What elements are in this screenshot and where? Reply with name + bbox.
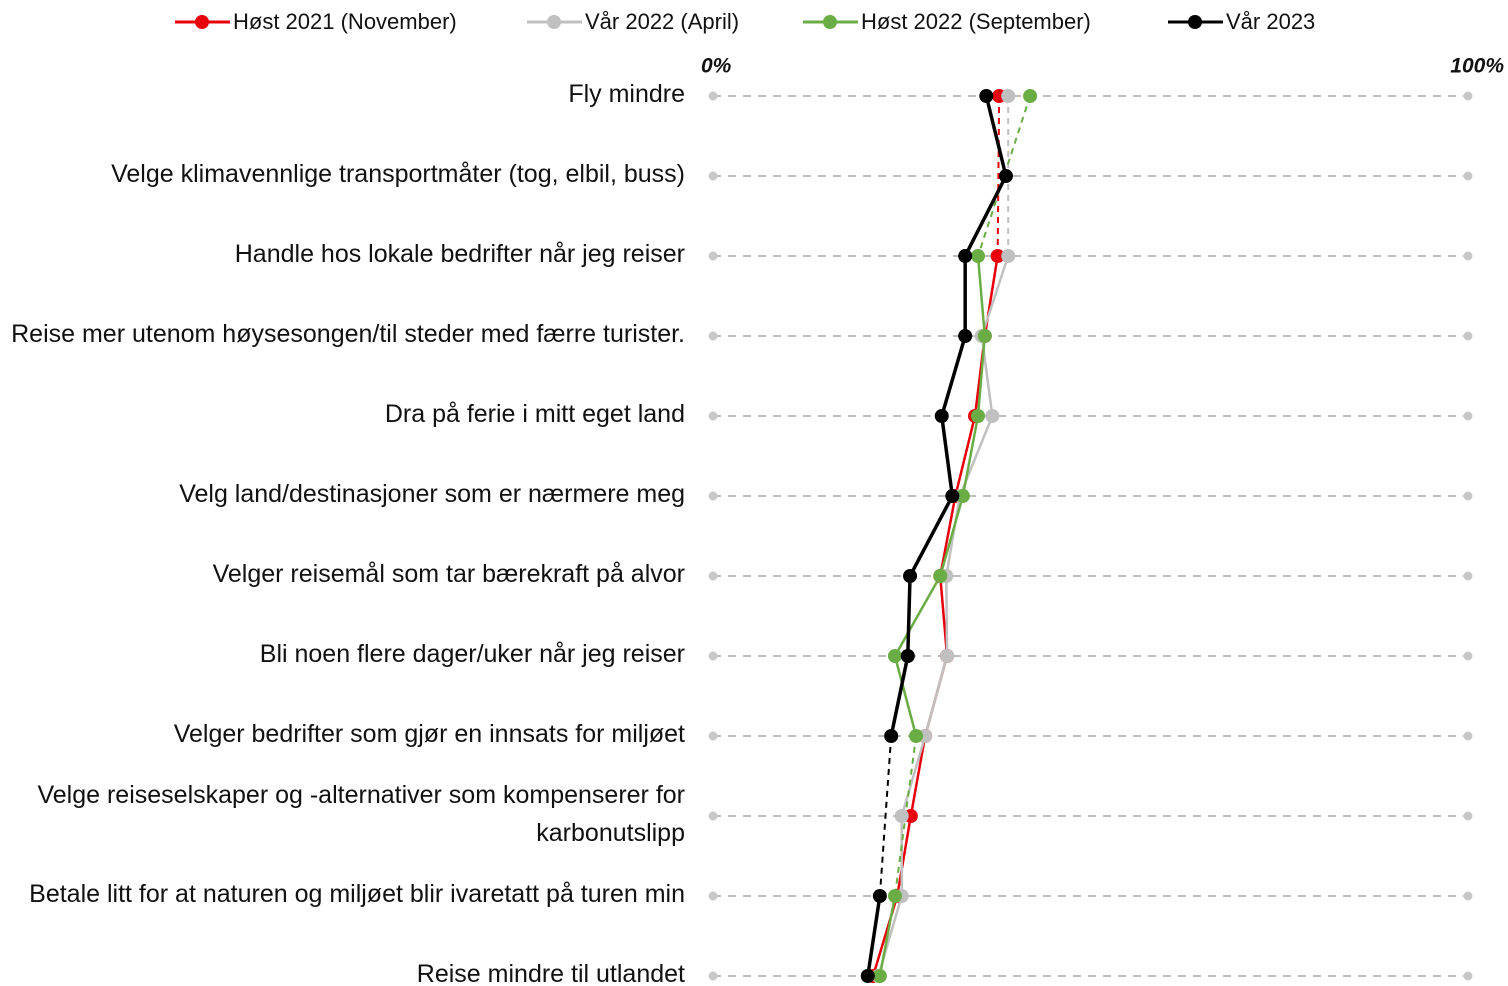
legend-label: Vår 2023 bbox=[1226, 9, 1315, 34]
data-point bbox=[971, 249, 986, 263]
data-point bbox=[872, 969, 887, 983]
data-point bbox=[909, 729, 924, 743]
data-point bbox=[894, 809, 909, 823]
data-point bbox=[900, 649, 915, 663]
legend-label: Vår 2022 (April) bbox=[585, 9, 739, 34]
data-point bbox=[934, 409, 949, 423]
row-guide-end bbox=[708, 251, 718, 261]
data-point bbox=[903, 569, 918, 583]
data-point bbox=[872, 889, 887, 903]
row-guide-end bbox=[708, 91, 718, 101]
row-guide-end bbox=[708, 171, 718, 181]
row-guide-end bbox=[1463, 171, 1473, 181]
row-guide-end bbox=[708, 731, 718, 741]
category-label: Velger reisemål som tar bærekraft på alv… bbox=[212, 560, 685, 588]
data-point bbox=[958, 249, 973, 263]
category-label: Reise mer utenom høysesongen/til steder … bbox=[11, 320, 685, 348]
row-guide-end bbox=[708, 811, 718, 821]
row-guide-end bbox=[708, 491, 718, 501]
legend-marker bbox=[195, 15, 209, 29]
data-point bbox=[887, 889, 902, 903]
data-point bbox=[1001, 89, 1016, 103]
legend-marker bbox=[547, 15, 561, 29]
legend-marker bbox=[1188, 15, 1202, 29]
data-point bbox=[979, 89, 994, 103]
category-label: Velge klimavennlige transportmåter (tog,… bbox=[111, 160, 685, 188]
data-point bbox=[887, 649, 902, 663]
legend-marker bbox=[823, 15, 837, 29]
series-line bbox=[866, 895, 882, 977]
row-guide-end bbox=[708, 651, 718, 661]
series-line bbox=[871, 255, 999, 977]
row-guide-end bbox=[1463, 971, 1473, 981]
category-label: Reise mindre til utlandet bbox=[416, 960, 685, 986]
category-label: Handle hos lokale bedrifter når jeg reis… bbox=[234, 240, 685, 268]
category-label: Dra på ferie i mitt eget land bbox=[384, 400, 685, 428]
row-guide-end bbox=[1463, 331, 1473, 341]
data-point bbox=[985, 409, 1000, 423]
gap-connector bbox=[878, 735, 893, 897]
row-guide-end bbox=[1463, 91, 1473, 101]
row-guide-end bbox=[1463, 251, 1473, 261]
row-guide-end bbox=[1463, 411, 1473, 421]
legend-label: Høst 2022 (September) bbox=[861, 9, 1091, 34]
data-point bbox=[940, 649, 955, 663]
row-guide-end bbox=[1463, 891, 1473, 901]
category-label: Velg land/destinasjoner som er nærmere m… bbox=[179, 480, 685, 508]
row-guide-end bbox=[708, 891, 718, 901]
row-guide-end bbox=[1463, 571, 1473, 581]
category-label: Bli noen flere dager/uker når jeg reiser bbox=[259, 640, 685, 668]
data-point bbox=[933, 569, 948, 583]
legend-label: Høst 2021 (November) bbox=[233, 9, 457, 34]
data-point bbox=[971, 409, 986, 423]
row-guide-end bbox=[1463, 811, 1473, 821]
row-guide-end bbox=[708, 331, 718, 341]
data-point bbox=[1001, 249, 1016, 263]
row-guide-end bbox=[708, 571, 718, 581]
data-point bbox=[977, 329, 992, 343]
row-guide-end bbox=[1463, 491, 1473, 501]
gap-connector bbox=[996, 95, 1001, 257]
data-point bbox=[958, 329, 973, 343]
row-guide-end bbox=[708, 411, 718, 421]
series-line bbox=[877, 255, 1010, 977]
row-guide-end bbox=[708, 971, 718, 981]
data-point bbox=[1023, 89, 1038, 103]
category-label: Velger bedrifter som gjør en innsats for… bbox=[173, 720, 685, 748]
data-point bbox=[884, 729, 899, 743]
x-tick-label: 0% bbox=[701, 55, 732, 78]
x-tick-label: 100% bbox=[1450, 55, 1504, 78]
row-guide-end bbox=[1463, 651, 1473, 661]
data-point bbox=[990, 249, 1005, 263]
series-line bbox=[878, 895, 897, 977]
row-guide-end bbox=[1463, 731, 1473, 741]
category-label: Betale litt for at naturen og miljøet bl… bbox=[29, 880, 685, 908]
data-point bbox=[955, 489, 970, 503]
category-label: Fly mindre bbox=[568, 80, 685, 108]
data-point bbox=[945, 489, 960, 503]
data-point bbox=[998, 169, 1013, 183]
data-point bbox=[860, 969, 875, 983]
category-label: Velge reiseselskaper og -alternativer so… bbox=[37, 781, 685, 847]
